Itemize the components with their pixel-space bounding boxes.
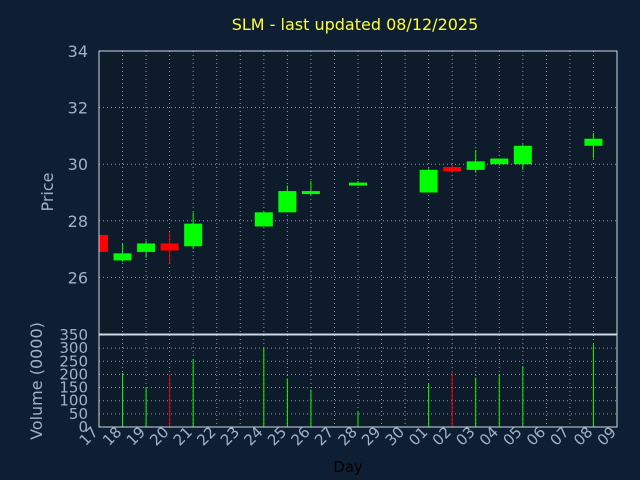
volume-tick-label: 0: [78, 418, 88, 436]
candle-body: [137, 243, 156, 252]
candles: [98, 133, 603, 264]
price-tick-label: 26: [68, 268, 88, 287]
volume-tick-label: 250: [59, 352, 88, 370]
volume-tick-label: 50: [69, 405, 88, 423]
volume-plot-frame: [98, 334, 618, 428]
price-tick-label: 28: [68, 212, 88, 231]
candle-body: [349, 182, 367, 186]
candle: [137, 240, 156, 258]
candle-body: [419, 169, 438, 193]
volume-tick-label: 350: [59, 326, 88, 344]
candle: [349, 181, 367, 186]
price-ticks: 34 32 30 28 26: [68, 42, 88, 287]
volume-axis-label: Volume (0000): [27, 322, 46, 440]
price-tick-label: 30: [68, 155, 88, 174]
candle: [278, 185, 297, 213]
price-plot-area: [99, 51, 617, 334]
price-plot-frame: [98, 50, 618, 335]
candle-body: [584, 138, 603, 146]
candle: [113, 243, 132, 262]
candle: [419, 168, 438, 193]
x-ticks: 1718192021222324252627282930010203040506…: [76, 423, 620, 449]
candle-body: [184, 223, 203, 247]
candle-body: [113, 253, 132, 261]
candle-body: [301, 191, 320, 195]
candle-body: [99, 234, 108, 252]
candle-body: [278, 191, 297, 213]
price-tick-label: 34: [68, 42, 88, 61]
volume-tick-label: 100: [59, 392, 88, 410]
candle-body: [254, 212, 273, 227]
candle-body: [443, 167, 462, 172]
chart-title: SLM - last updated 08/12/2025: [232, 15, 479, 34]
candle: [184, 212, 203, 250]
candle: [490, 158, 509, 166]
volume-tick-label: 300: [59, 339, 88, 357]
volume-tick-label: 150: [59, 379, 88, 397]
candle: [98, 234, 108, 252]
candle: [513, 144, 532, 170]
candle-body: [466, 161, 485, 170]
candle: [584, 133, 603, 159]
x-axis-label: Day: [333, 458, 363, 476]
volume-tick-label: 200: [59, 365, 88, 383]
candle-body: [513, 145, 532, 165]
price-axis-label: Price: [38, 172, 57, 211]
price-tick-label: 32: [68, 99, 88, 118]
candle: [301, 181, 320, 196]
volume-bars: [122, 344, 594, 427]
candle: [466, 150, 485, 173]
candle: [443, 164, 462, 173]
candle: [160, 232, 179, 264]
candle-body: [160, 243, 179, 251]
candle: [254, 212, 273, 227]
candle-body: [490, 158, 509, 165]
